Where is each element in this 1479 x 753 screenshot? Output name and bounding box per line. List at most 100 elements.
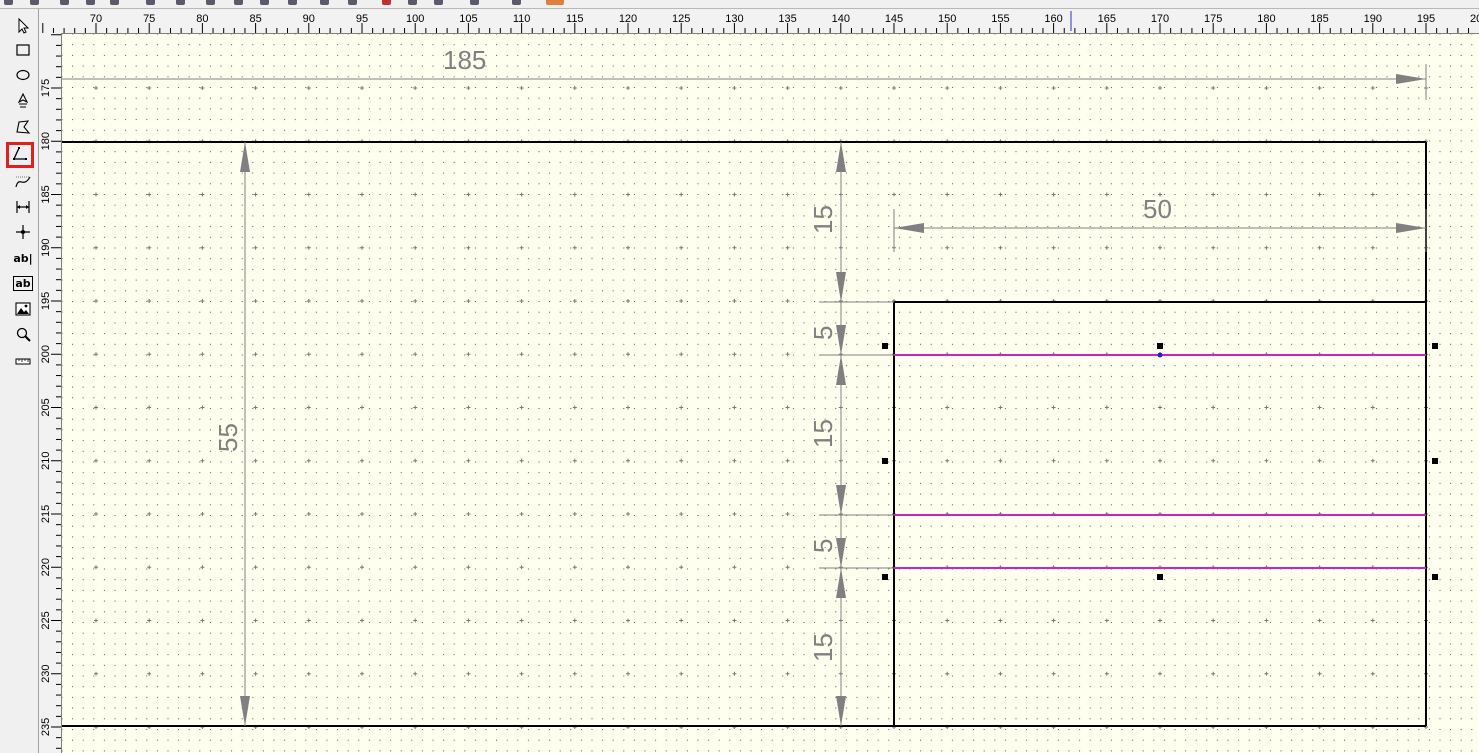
ruler-h-label: 105 — [459, 13, 477, 25]
zoom-tool[interactable] — [12, 324, 34, 346]
measure-tool[interactable] — [12, 350, 34, 372]
ruler-h-label: 135 — [778, 13, 796, 25]
segment-dimensions[interactable]: 15 5 15 5 15 — [808, 142, 846, 726]
ruler-h-label: 150 — [938, 13, 956, 25]
ruler-h-label: 100 — [406, 13, 424, 25]
horizontal-ruler[interactable]: 70 75 80 85 90 95 100 105 110 115 120 125 130 135 140 1… — [39, 9, 1479, 34]
ruler-v-label: 235 — [40, 718, 52, 736]
toolbar-button[interactable] — [86, 0, 95, 5]
magnifier-icon — [16, 327, 31, 342]
ruler-v-label: 200 — [40, 345, 52, 363]
dimension-50[interactable]: 50 — [894, 194, 1426, 233]
toolbar-button[interactable] — [30, 0, 39, 5]
toolbar-button[interactable] — [260, 0, 269, 5]
rotation-center[interactable] — [1157, 352, 1163, 358]
ruler-h-label: 90 — [303, 13, 315, 25]
handle-bottom-middle — [1157, 574, 1163, 580]
segment-3-label: 15 — [808, 419, 838, 448]
toolbar-button[interactable] — [546, 0, 564, 5]
toolbar-button[interactable] — [288, 0, 297, 5]
vertical-ruler[interactable]: 175 180 185 190 195 200 205 210 215 220 225 230 235 — [39, 33, 62, 753]
text-tool[interactable]: ab| — [12, 247, 34, 269]
select-tool[interactable] — [12, 15, 34, 37]
rectangle-tool[interactable] — [12, 39, 34, 61]
crosshair-point-icon — [16, 225, 30, 239]
grid-dots — [62, 34, 1479, 753]
tool-palette: ab| ab — [0, 9, 39, 753]
ruler-v-label: 185 — [40, 185, 52, 203]
dimension-55[interactable]: 55 — [213, 142, 250, 726]
pen-points-icon — [17, 92, 29, 108]
curve-icon — [15, 176, 31, 188]
toolbar-button[interactable] — [408, 0, 417, 5]
ellipse-tool[interactable] — [12, 64, 34, 86]
ruler-h-label: 115 — [566, 13, 584, 25]
framed-text-tool[interactable]: ab — [12, 272, 34, 294]
ruler-h-label: 195 — [1417, 13, 1435, 25]
toolbar-button[interactable] — [348, 0, 357, 5]
ruler-v-label: 230 — [40, 665, 52, 683]
dimension-icon — [16, 201, 30, 213]
toolbar-button[interactable] — [4, 0, 13, 5]
dimension-50-label: 50 — [1143, 194, 1172, 224]
ruler-v-label: 205 — [40, 398, 52, 416]
ruler-v-label: 215 — [40, 505, 52, 523]
toolbar-button[interactable] — [470, 0, 479, 5]
ruler-h-label: 145 — [885, 13, 903, 25]
framed-text-tool-label: ab — [13, 275, 33, 291]
ruler-icon — [15, 358, 31, 365]
toolbar-button[interactable] — [60, 0, 69, 5]
segment-4-label: 5 — [808, 539, 838, 553]
ruler-h-label: 180 — [1257, 13, 1275, 25]
dimension-185-label: 185 — [443, 45, 486, 75]
ellipse-icon — [16, 69, 30, 81]
ruler-h-label: 110 — [513, 13, 531, 25]
segment-5-label: 15 — [808, 633, 838, 662]
toolbar-button[interactable] — [176, 0, 185, 5]
ruler-h-label: 190 — [1364, 13, 1382, 25]
ruler-h-label: 70 — [90, 13, 102, 25]
ruler-h-label: 165 — [1098, 13, 1116, 25]
ruler-h-label: 75 — [143, 13, 155, 25]
toolbar-button[interactable] — [382, 0, 391, 5]
drawing-canvas[interactable]: 185 55 50 15 5 15 5 15 — [62, 34, 1479, 753]
polygon-tool[interactable] — [12, 116, 34, 138]
segment-1-label: 15 — [808, 205, 838, 234]
point-tool[interactable] — [12, 221, 34, 243]
toolbar-button[interactable] — [110, 0, 119, 5]
text-tool-label: ab| — [13, 251, 33, 265]
toolbar-button[interactable] — [320, 0, 329, 5]
dimension-185[interactable]: 185 — [62, 45, 1426, 84]
ruler-v-label: 180 — [40, 132, 52, 150]
segment-2-label: 5 — [808, 326, 838, 340]
toolbar-button[interactable] — [206, 0, 215, 5]
handle-bottom-right — [1432, 574, 1438, 580]
ruler-h-label: 155 — [991, 13, 1009, 25]
dimension-55-label: 55 — [213, 423, 243, 452]
ruler-h-label: 120 — [619, 13, 637, 25]
toolbar-button[interactable] — [234, 0, 243, 5]
polyline-tool[interactable] — [6, 142, 34, 168]
rectangle-icon — [16, 44, 30, 56]
pointer-arrow-icon — [18, 17, 30, 34]
points-tool[interactable] — [12, 90, 34, 112]
handle-top-right — [1432, 343, 1438, 349]
toolbar-button[interactable] — [146, 0, 155, 5]
picture-icon — [15, 302, 31, 316]
ruler-h-label: 140 — [832, 13, 850, 25]
handle-middle-left — [882, 458, 888, 464]
handle-top-left — [882, 343, 888, 349]
toolbar-button[interactable] — [434, 0, 443, 5]
ruler-v-label: 190 — [40, 239, 52, 257]
toolbar-button[interactable] — [512, 0, 521, 5]
curve-tool[interactable] — [12, 171, 34, 193]
ruler-h-label: 185 — [1310, 13, 1328, 25]
ruler-v-label: 195 — [40, 292, 52, 310]
image-tool[interactable] — [12, 298, 34, 320]
dimension-tool[interactable] — [12, 196, 34, 218]
ruler-v-label: 210 — [40, 452, 52, 470]
selection-handles[interactable] — [882, 343, 1438, 580]
polygon-icon — [16, 120, 31, 134]
handle-top-middle — [1157, 343, 1163, 349]
ruler-h-label: 80 — [196, 13, 208, 25]
